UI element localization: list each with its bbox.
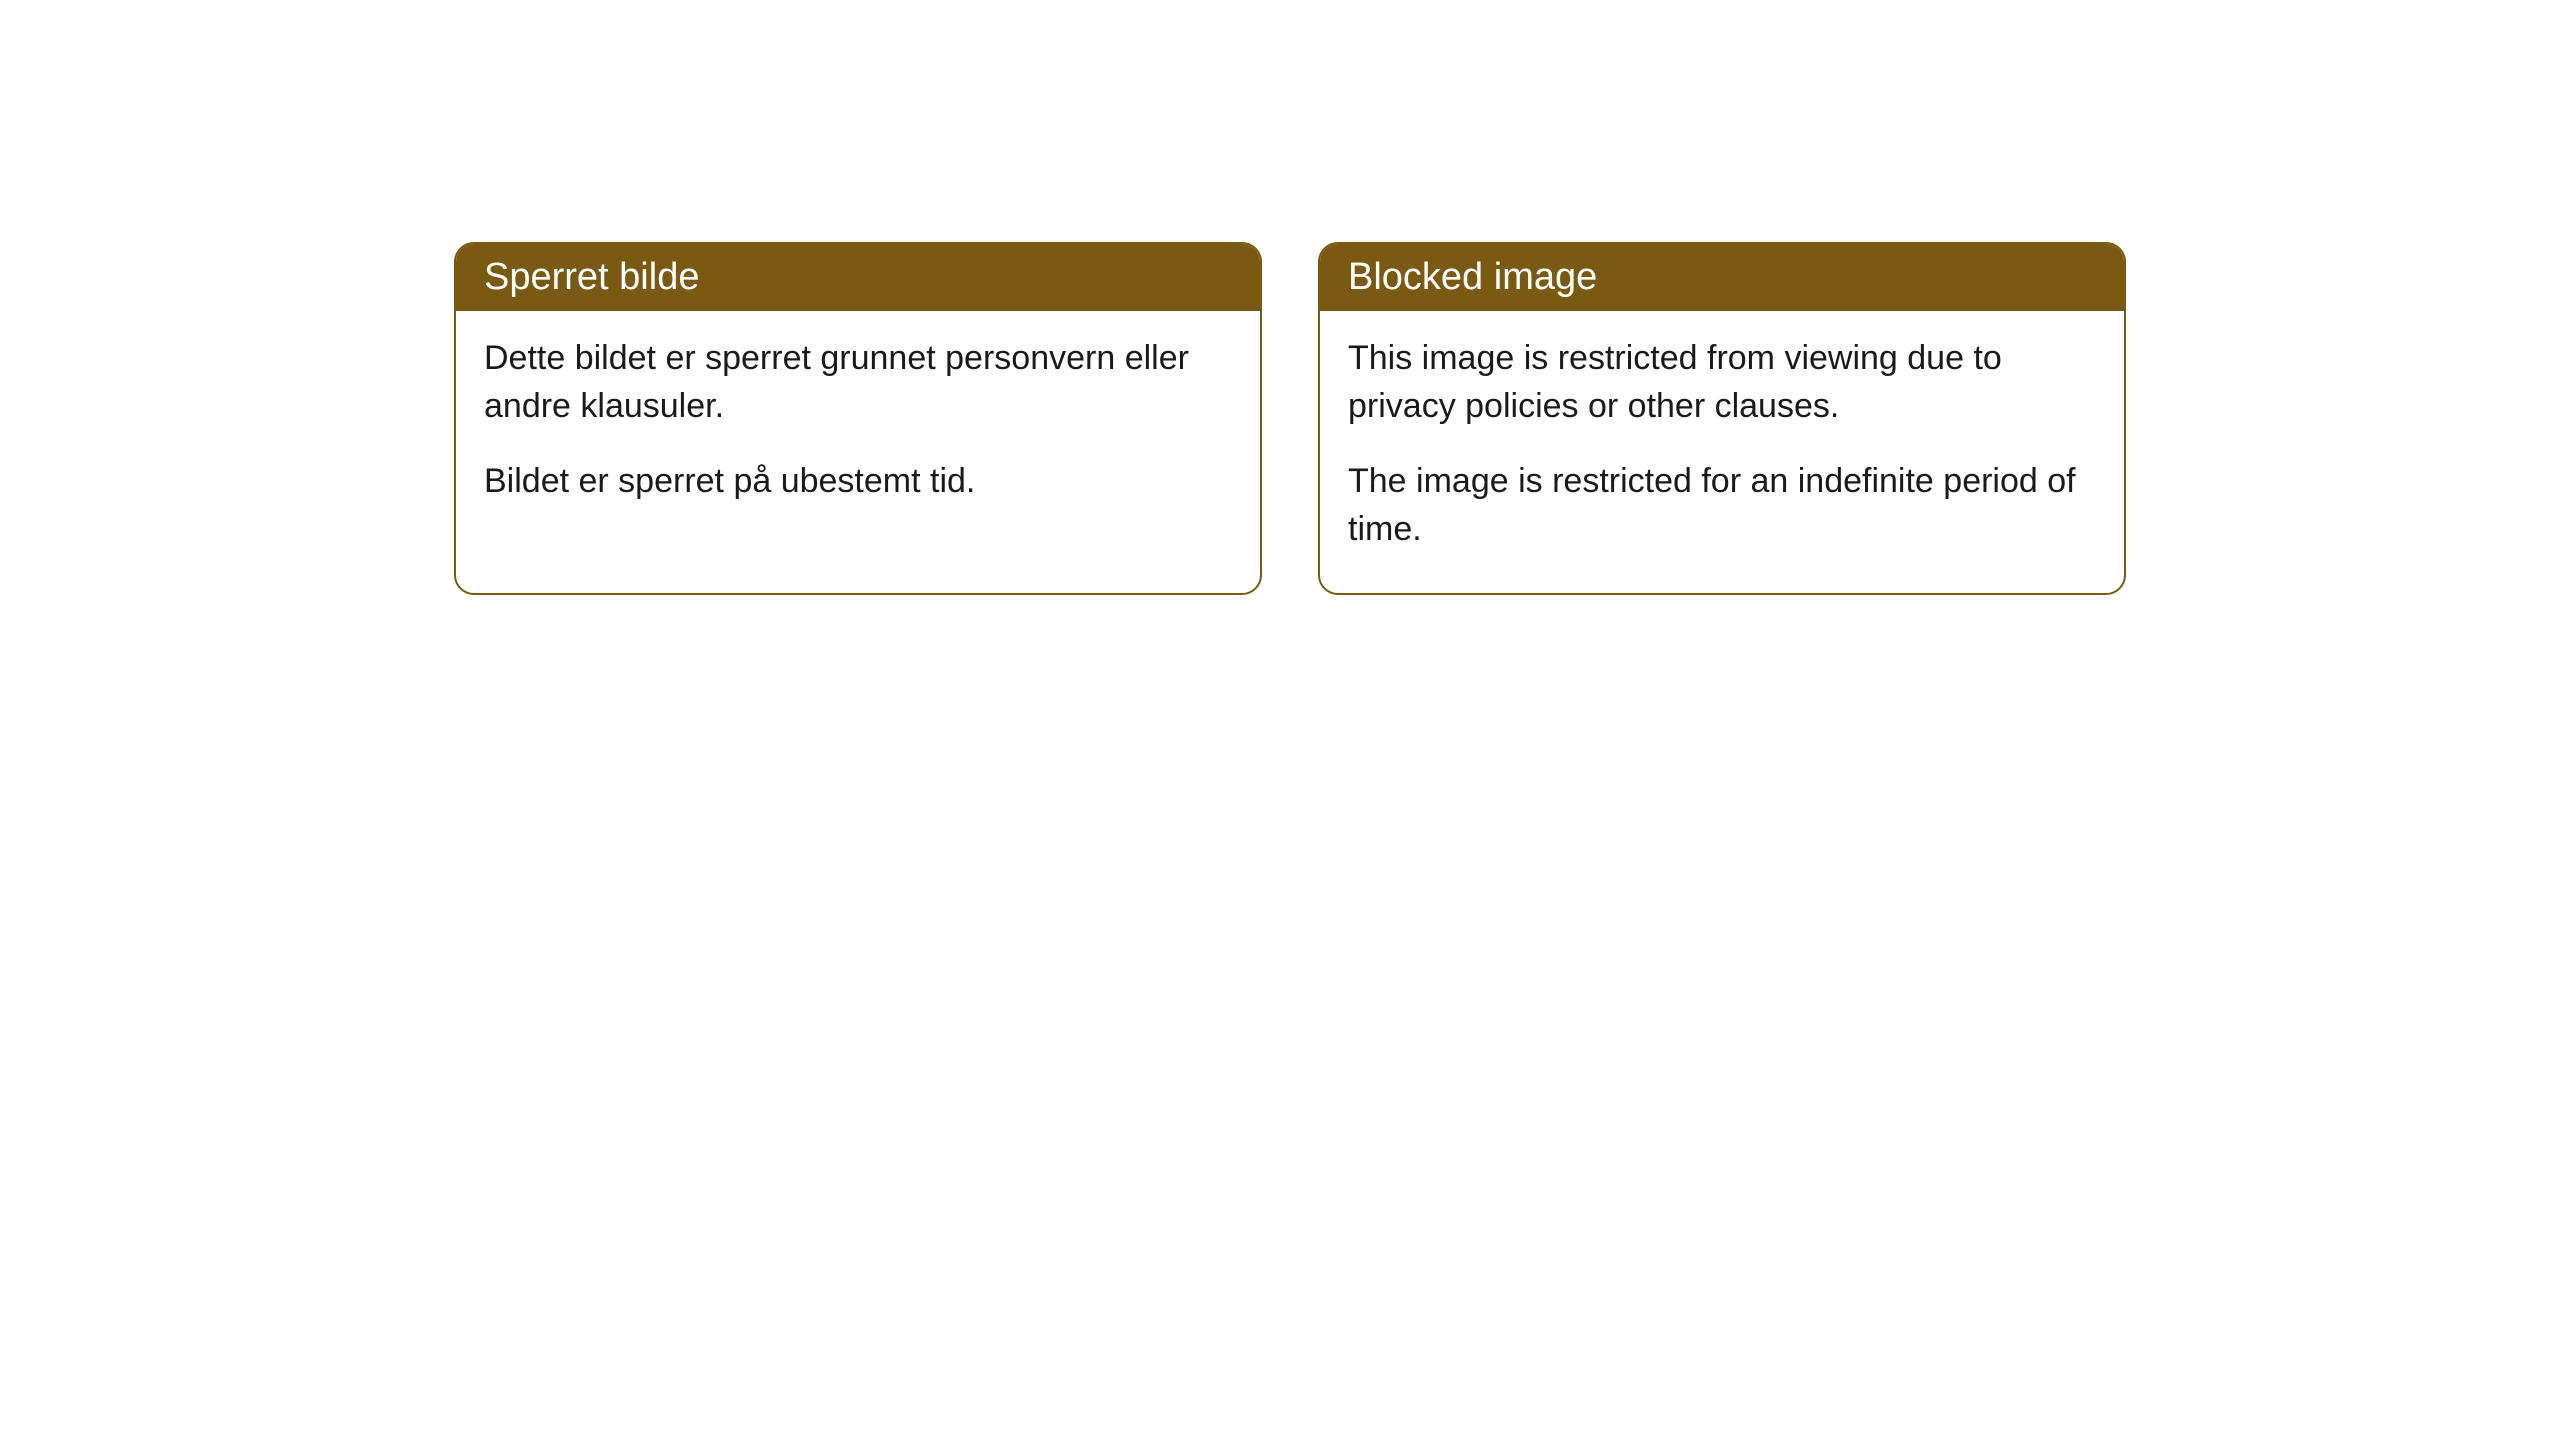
card-body: This image is restricted from viewing du… bbox=[1320, 311, 2124, 593]
notice-container: Sperret bilde Dette bildet er sperret gr… bbox=[0, 0, 2560, 595]
card-paragraph: The image is restricted for an indefinit… bbox=[1348, 458, 2096, 553]
card-title: Blocked image bbox=[1348, 256, 1597, 298]
card-header: Sperret bilde bbox=[456, 244, 1260, 311]
card-paragraph: This image is restricted from viewing du… bbox=[1348, 335, 2096, 430]
card-header: Blocked image bbox=[1320, 244, 2124, 311]
card-paragraph: Bildet er sperret på ubestemt tid. bbox=[484, 458, 1232, 506]
notice-card-norwegian: Sperret bilde Dette bildet er sperret gr… bbox=[454, 242, 1262, 595]
card-title: Sperret bilde bbox=[484, 256, 699, 298]
notice-card-english: Blocked image This image is restricted f… bbox=[1318, 242, 2126, 595]
card-paragraph: Dette bildet er sperret grunnet personve… bbox=[484, 335, 1232, 430]
card-body: Dette bildet er sperret grunnet personve… bbox=[456, 311, 1260, 546]
